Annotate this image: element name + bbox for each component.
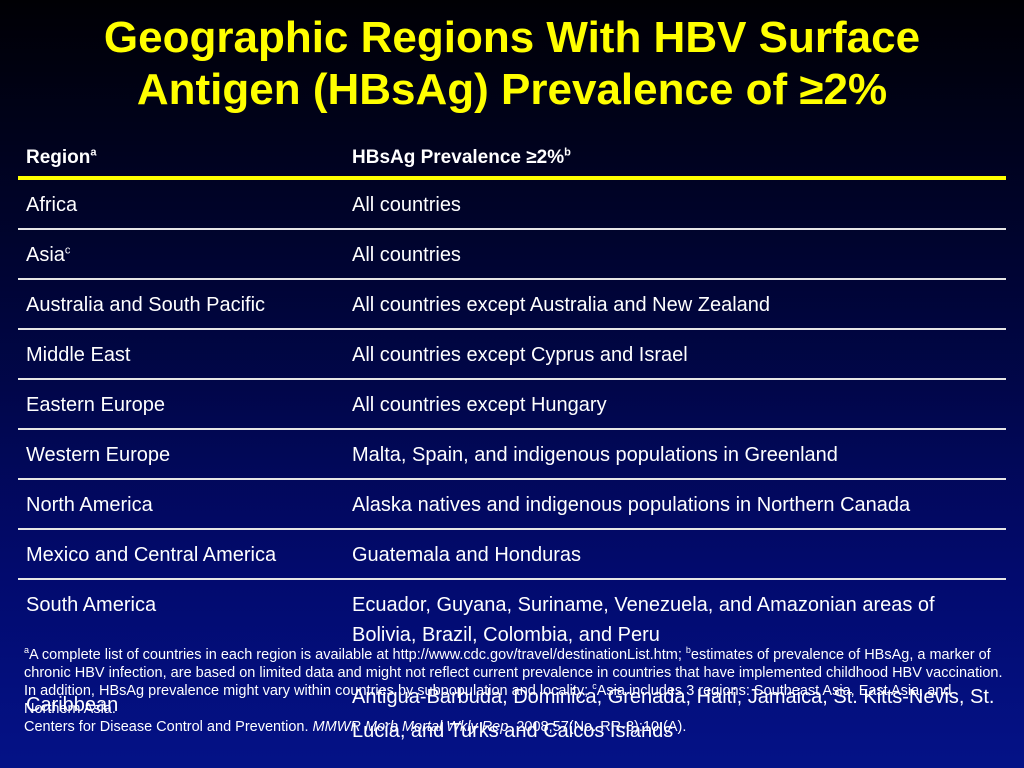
citation-prefix: Centers for Disease Control and Preventi… [24, 719, 313, 735]
region-cell: Western Europe [26, 444, 171, 466]
table-row: Africa All countries [18, 180, 1006, 230]
prevalence-cell: Malta, Spain, and indigenous populations… [352, 444, 838, 466]
citation-suffix: . 2008;57(No. RR-8):10 (A). [508, 719, 687, 735]
footnote-text-c: Asia includes 3 regions: Southeast Asia,… [24, 683, 952, 717]
table-row: North America Alaska natives and indigen… [18, 480, 1006, 530]
region-cell: Mexico and Central America [26, 544, 277, 566]
region-cell: Australia and South Pacific [26, 294, 266, 316]
header-region-footnote-mark: a [90, 146, 97, 159]
footnote-text-a: A complete list of countries in each reg… [29, 647, 686, 663]
prevalence-cell: Alaska natives and indigenous population… [352, 494, 911, 516]
prevalence-cell: All countries except Cyprus and Israel [352, 344, 688, 366]
region-cell: Middle East [26, 344, 131, 366]
table-row-overlapped: Caribbean Antigua-Barbuda, Dominica, Gre… [18, 680, 1006, 768]
prevalence-cell: Antigua-Barbuda, Dominica, Grenada, Hait… [352, 686, 995, 742]
slide-title: Geographic Regions With HBV Surface Anti… [0, 12, 1024, 116]
prevalence-cell: All countries [352, 194, 461, 216]
prevalence-table: Regiona HBsAg Prevalence ≥2%b Africa All… [18, 135, 1006, 675]
footnote-mark-c: c [592, 681, 597, 692]
prevalence-cell: All countries except Australia and New Z… [352, 294, 771, 316]
table-row: Middle East All countries except Cyprus … [18, 330, 1006, 380]
table-row: Australia and South Pacific All countrie… [18, 280, 1006, 330]
table-row: Asiac All countries [18, 230, 1006, 280]
header-prevalence-footnote-mark: b [564, 146, 571, 159]
region-cell: Caribbean [26, 694, 119, 716]
region-cell: North America [26, 494, 153, 516]
header-prevalence: HBsAg Prevalence ≥2%b [352, 146, 571, 168]
title-line-1: Geographic Regions With HBV Surface [103, 13, 921, 62]
citation-journal: MMWR Morb Mortal Wkly Rep [312, 719, 509, 735]
region-cell: Eastern Europe [26, 394, 165, 416]
prevalence-cell: All countries except Hungary [352, 394, 607, 416]
footnote-text-b: estimates of prevalence of HBsAg, a mark… [24, 647, 1003, 699]
table-row: Western Europe Malta, Spain, and indigen… [18, 430, 1006, 480]
table-header-row: Regiona HBsAg Prevalence ≥2%b [18, 135, 1006, 180]
footnote-mark-b: b [685, 645, 691, 656]
prevalence-cell: Ecuador, Guyana, Suriname, Venezuela, an… [352, 594, 935, 646]
table-row: Eastern Europe All countries except Hung… [18, 380, 1006, 430]
title-line-2: Antigen (HBsAg) Prevalence of ≥2% [136, 65, 888, 114]
region-cell: South America [26, 594, 157, 616]
footnote-mark-a: a [24, 645, 30, 656]
region-cell: Asiac [26, 244, 71, 266]
prevalence-cell: All countries [352, 244, 461, 266]
region-cell: Africa [26, 194, 78, 216]
footnote: aA complete list of countries in each re… [24, 646, 1004, 736]
prevalence-cell: Guatemala and Honduras [352, 544, 582, 566]
header-region: Regiona [26, 146, 97, 168]
table-row: Mexico and Central America Guatemala and… [18, 530, 1006, 580]
region-footnote-mark: c [64, 244, 71, 257]
table-row: South America Ecuador, Guyana, Suriname,… [18, 580, 1006, 675]
